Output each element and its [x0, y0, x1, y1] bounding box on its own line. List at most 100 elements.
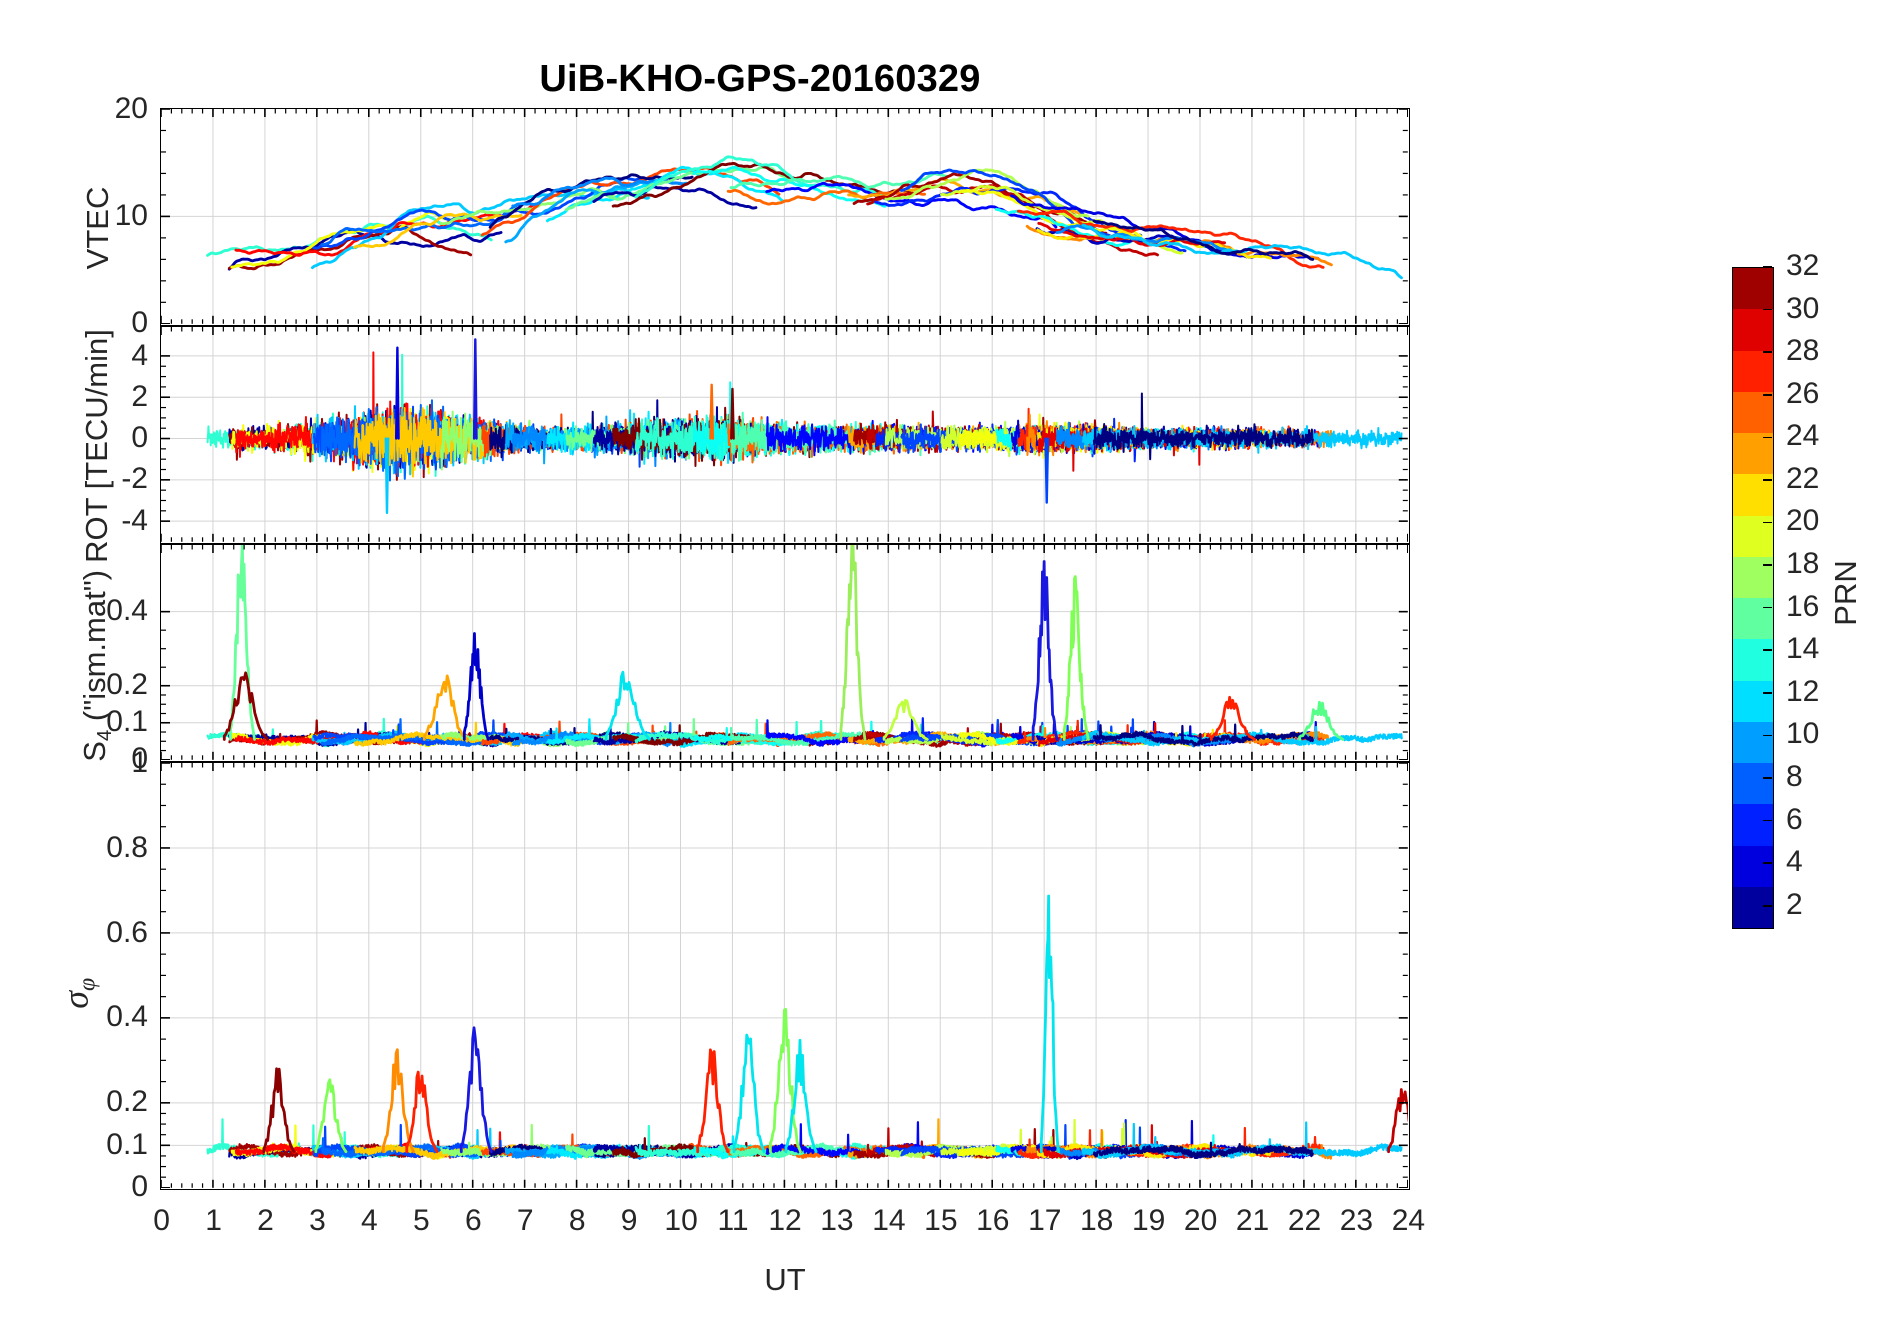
colorbar-tickmark-14 — [1763, 649, 1772, 652]
data-trace — [1062, 575, 1090, 741]
colorbar-segment — [1733, 845, 1773, 887]
colorbar-tickmark-30 — [1763, 308, 1772, 311]
colorbar-tick-16: 16 — [1786, 589, 1820, 623]
panel-s4-ylabel: S4 ("ism.mat") — [77, 501, 117, 831]
data-trace — [1092, 1141, 1314, 1160]
data-trace — [405, 1070, 439, 1154]
colorbar-tick-10: 10 — [1786, 717, 1820, 751]
panel-sigma-phi-ylabel: σφ — [55, 933, 102, 1053]
colorbar-segment — [1733, 763, 1773, 805]
rot-tickmarks — [161, 327, 1408, 542]
data-trace — [784, 1038, 818, 1154]
data-trace — [1092, 219, 1315, 261]
colorbar-segment — [1733, 268, 1773, 310]
x-tick-9: 9 — [620, 1204, 638, 1237]
panel-sigma_phi-ytick-0p2: 0.2 — [106, 1085, 148, 1119]
x-tick-1: 1 — [205, 1204, 222, 1237]
x-tick-20: 20 — [1183, 1204, 1218, 1237]
sigma_phi-tickmarks — [161, 763, 1408, 1188]
colorbar-tick-4: 4 — [1786, 845, 1803, 879]
data-trace — [422, 674, 469, 741]
x-tick-7: 7 — [516, 1204, 534, 1237]
x-tick-5: 5 — [413, 1204, 430, 1237]
data-trace — [729, 172, 949, 190]
panel-rot-ytick-neg2: -2 — [121, 462, 148, 496]
data-trace — [709, 383, 715, 440]
data-trace — [384, 437, 390, 515]
panel-rot-ytick-neg4: -4 — [121, 503, 148, 537]
data-trace — [730, 387, 735, 440]
colorbar-tickmark-6 — [1763, 819, 1772, 822]
panel-sigma_phi-ytick-1: 1 — [131, 745, 148, 779]
sigma_phi-gridlines — [161, 763, 1408, 1188]
data-trace — [394, 346, 400, 440]
x-tick-10: 10 — [664, 1204, 698, 1237]
colorbar-tickmark-22 — [1763, 479, 1772, 481]
x-tick-16: 16 — [976, 1204, 1010, 1237]
colorbar-segment — [1733, 474, 1773, 516]
x-tick-4: 4 — [361, 1204, 378, 1237]
colorbar-segment — [1733, 556, 1773, 598]
data-trace — [1092, 723, 1314, 747]
x-tick-8: 8 — [568, 1204, 586, 1237]
data-trace — [472, 338, 478, 440]
colorbar-tickmark-12 — [1763, 692, 1772, 694]
data-trace — [1031, 560, 1059, 741]
x-tick-13: 13 — [820, 1204, 854, 1237]
panel-vtec-ytick-10: 10 — [114, 199, 148, 232]
colorbar-tick-22: 22 — [1786, 461, 1820, 495]
x-tick-14: 14 — [872, 1204, 906, 1237]
panel-rot-ytick-0: 0 — [131, 421, 148, 455]
panel-vtec-ytick-0: 0 — [131, 306, 148, 340]
colorbar-tick-26: 26 — [1786, 376, 1820, 410]
colorbar-segment — [1733, 309, 1773, 351]
colorbar-tick-2: 2 — [1786, 887, 1803, 921]
data-trace — [222, 671, 269, 741]
panel-vtec-ytick-20: 20 — [114, 91, 148, 125]
panel-sigma_phi-ytick-0: 0 — [131, 1170, 148, 1204]
x-tick-3: 3 — [309, 1204, 326, 1237]
x-tick-2: 2 — [257, 1204, 274, 1237]
panel-rot-ytick-4: 4 — [131, 338, 148, 372]
colorbar-tickmark-24 — [1763, 436, 1772, 439]
panel-sigma_phi-ytick-0p1: 0.1 — [106, 1127, 148, 1161]
colorbar-segment — [1733, 639, 1773, 681]
colorbar[interactable] — [1732, 267, 1774, 929]
colorbar-tickmark-8 — [1763, 777, 1772, 779]
colorbar-segment — [1733, 350, 1773, 392]
data-trace — [696, 1048, 730, 1154]
data-trace — [381, 1048, 415, 1154]
data-trace — [545, 165, 785, 223]
panel-sigma_phi-ytick-0p8: 0.8 — [106, 830, 148, 864]
data-trace — [459, 1026, 493, 1154]
colorbar-tick-20: 20 — [1786, 504, 1820, 538]
data-trace — [1039, 894, 1060, 1154]
x-tick-6: 6 — [464, 1204, 482, 1237]
colorbar-tickmark-4 — [1763, 862, 1772, 864]
colorbar-tickmark-16 — [1763, 606, 1772, 609]
panel-rot — [160, 326, 1410, 544]
colorbar-tickmark-2 — [1763, 904, 1772, 907]
colorbar-tick-14: 14 — [1786, 632, 1820, 666]
colorbar-segment — [1733, 680, 1773, 722]
data-trace — [882, 698, 929, 741]
vtec-plot-area — [161, 109, 1408, 324]
x-tick-24: 24 — [1391, 1204, 1426, 1237]
x-axis-label: UT — [764, 1262, 806, 1297]
colorbar-tickmark-20 — [1763, 521, 1772, 524]
panel-s4-ytick-0p1: 0.1 — [106, 705, 148, 739]
x-tick-22: 22 — [1287, 1204, 1322, 1237]
colorbar-tick-32: 32 — [1786, 249, 1820, 282]
colorbar-tick-6: 6 — [1786, 802, 1803, 836]
data-trace — [320, 203, 521, 247]
colorbar-segment — [1733, 886, 1773, 928]
panel-sigma-phi-ylabel-sub: φ — [74, 977, 101, 992]
x-tick-21: 21 — [1235, 1204, 1270, 1237]
panel-sigma_phi-ytick-0p4: 0.4 — [106, 1000, 148, 1034]
data-trace — [262, 1067, 296, 1154]
data-trace — [839, 545, 867, 741]
data-trace — [1081, 725, 1403, 747]
x-tick-15: 15 — [924, 1204, 958, 1237]
data-trace — [732, 1033, 766, 1154]
